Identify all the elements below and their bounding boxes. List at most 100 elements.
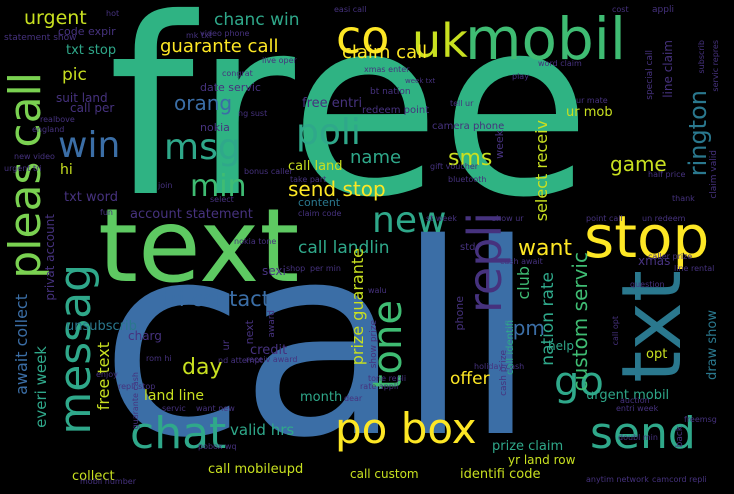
word-chanc-win: chanc win: [214, 12, 299, 29]
word-entri-week: entri week: [616, 405, 658, 413]
word-yr-land-row: yr land row: [508, 454, 575, 466]
word-call-custom: call custom: [350, 468, 419, 480]
word-prize-guarante: prize guarante: [350, 248, 366, 365]
word-england: england: [32, 126, 64, 134]
word-mobil-number: mobil number: [80, 478, 136, 486]
word-redeem-point: redeem point: [362, 106, 429, 116]
word-suit-land: suit land: [56, 92, 108, 104]
word-month: month: [300, 391, 342, 404]
word-ur: ur: [222, 340, 232, 350]
word-help: help: [548, 340, 574, 352]
word-doubl-min: doubl min: [618, 434, 658, 442]
word-claim-call: claim call: [342, 44, 427, 62]
word-cost: cost: [612, 6, 629, 14]
word-draw-show: draw show: [706, 310, 719, 380]
word-show-prize: show prize: [370, 320, 379, 368]
word-appli: appli: [652, 6, 674, 15]
word-phone: phone: [454, 296, 465, 330]
word-await-collect: await collect: [14, 294, 30, 395]
word-tell-ur: tell ur: [450, 100, 473, 108]
word-date-servic: date servic: [200, 82, 261, 93]
word-call-opt: call opt: [612, 316, 620, 345]
word-call-identifi: call identifi: [506, 320, 516, 375]
word-back: back: [676, 426, 685, 447]
word-bluetooth: bluetooth: [448, 176, 486, 184]
word-content: content: [298, 197, 340, 208]
word-opt: opt: [646, 348, 667, 361]
word-charg: charg: [128, 330, 162, 342]
word-land-line: land line: [144, 389, 204, 403]
word-thank: thank: [672, 195, 695, 203]
word-win: win: [58, 128, 120, 164]
word-sexi: sexi: [262, 265, 286, 277]
word-unsubscrib: unsubscrib: [66, 320, 137, 333]
word-ng-sust: ng sust: [238, 110, 267, 118]
word-week-txt: week txt: [405, 78, 435, 85]
word-call-landlin: call landlin: [298, 240, 390, 257]
word-special-call: special call: [646, 50, 655, 100]
word-caller-prize: caller prize: [648, 253, 692, 261]
word-messag: messag: [54, 264, 98, 435]
word-club: club: [516, 266, 532, 300]
word-week: week: [494, 130, 505, 159]
word-walu: walu: [368, 287, 387, 295]
word-question: question: [630, 281, 665, 289]
word-ur-mob: ur mob: [566, 106, 613, 119]
word-poli: poli: [296, 115, 361, 151]
word-orang: orang: [174, 93, 232, 113]
word-select: select: [210, 196, 234, 204]
word-custom-servic: custom servic: [570, 252, 590, 391]
word-txt-stop: txt stop: [66, 44, 116, 57]
word-dear: dear: [344, 395, 362, 403]
word-prize-claim: prize claim: [492, 440, 563, 453]
word-statement-show: statement show: [4, 34, 76, 43]
word-tri-contact: tri contact: [162, 289, 270, 310]
word-freemsg: freemsg: [684, 416, 717, 424]
word-rington: rington: [686, 90, 710, 176]
word-pleas-call: pleas call: [4, 72, 48, 279]
word-servic-repres: servic repres: [712, 40, 720, 92]
word-per-min: per min: [310, 265, 341, 273]
word-pobox-wq: pobox wq: [198, 443, 237, 451]
word-realbove: realbove: [40, 116, 75, 124]
word-cash-await: cash await: [500, 258, 543, 266]
word-txt-word: txt word: [64, 191, 118, 204]
word-call-land: call land: [288, 160, 343, 173]
word-want-new: want new: [196, 405, 235, 413]
word-nokia-tone: nokia tone: [234, 238, 276, 246]
word-mk-txt: mk txt: [186, 32, 212, 40]
word-everi-week: everi week: [34, 346, 49, 428]
word-show-ur: show ur: [492, 215, 524, 223]
word-enjoy: enjoy: [96, 371, 118, 379]
word-bt-nation: bt nation: [370, 88, 411, 97]
word-xmas-enter: xmas enter: [364, 66, 409, 74]
word-rate-appli: rate appli: [360, 383, 398, 391]
word-camcord-repli: camcord repli: [652, 476, 707, 484]
word-nokia: nokia: [200, 122, 230, 133]
word-day: day: [182, 357, 222, 379]
word-new-video: new video: [14, 153, 55, 161]
word-guarante-call: guarante call: [160, 38, 279, 56]
word-select-receiv: select receiv: [534, 120, 550, 221]
word-live-oper: live oper: [262, 57, 297, 65]
word-receiv-award: receiv award: [246, 356, 297, 364]
word-take-part: take part: [290, 176, 326, 184]
word-bonus-caller: bonus caller: [244, 168, 293, 176]
word-award: award: [268, 310, 277, 338]
word-shop: shop: [286, 265, 305, 273]
word-line-rental: line rental: [674, 265, 714, 273]
word-identifi-code: identifi code: [460, 468, 540, 481]
word-pic: pic: [62, 67, 87, 84]
word-free-entri: free entri: [302, 97, 362, 110]
word-valid-hrs: valid hrs: [230, 423, 294, 438]
word-privat-account: privat account: [44, 214, 56, 301]
word-next: next: [244, 320, 255, 344]
word-po-box: po box: [335, 408, 477, 450]
word-hi: hi: [60, 163, 73, 177]
word-ur-mate: ur mate: [576, 97, 608, 105]
word-name: name: [350, 149, 401, 167]
word-anytim-network: anytim network: [586, 476, 649, 484]
word-fun: fun: [100, 209, 113, 217]
word-st-week: st week: [426, 215, 457, 223]
